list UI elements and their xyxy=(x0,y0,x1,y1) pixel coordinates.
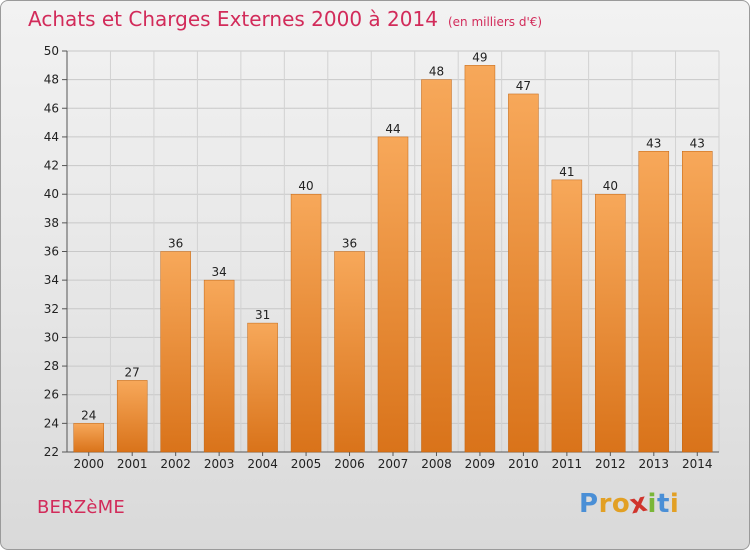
data-label-2010: 47 xyxy=(516,79,531,93)
data-label-2007: 44 xyxy=(385,122,400,136)
logo-letter: t xyxy=(656,489,670,519)
data-label-2012: 40 xyxy=(603,179,618,193)
y-tick-label: 48 xyxy=(44,73,59,87)
x-tick-label-2003: 2003 xyxy=(204,457,235,471)
data-label-2002: 36 xyxy=(168,237,183,251)
bar-2006 xyxy=(334,251,365,453)
x-tick-label-2011: 2011 xyxy=(552,457,583,471)
y-tick-label: 24 xyxy=(44,416,59,430)
bar-2014 xyxy=(682,151,713,453)
y-tick-label: 38 xyxy=(44,216,59,230)
y-tick-label: 26 xyxy=(44,388,59,402)
data-label-2001: 27 xyxy=(125,365,140,379)
data-label-2008: 48 xyxy=(429,65,444,79)
x-tick-label-2006: 2006 xyxy=(334,457,365,471)
commune-name: BERZèME xyxy=(37,497,125,518)
logo-letter: P xyxy=(579,489,599,519)
bar-layer xyxy=(73,65,713,453)
x-tick-label-2007: 2007 xyxy=(378,457,409,471)
bar-2008 xyxy=(421,79,452,453)
data-label-2003: 34 xyxy=(211,265,226,279)
y-tick-label: 30 xyxy=(44,330,59,344)
label-layer: 24 27 36 34 31 40 36 44 48 49 47 41 40 43 43 xyxy=(81,50,705,422)
x-tick-label-2010: 2010 xyxy=(508,457,539,471)
x-tick-label-2002: 2002 xyxy=(160,457,191,471)
logo-letter: r xyxy=(598,489,612,519)
x-tick-label-2004: 2004 xyxy=(247,457,278,471)
x-tick-label-2009: 2009 xyxy=(465,457,496,471)
x-tick-label-2000: 2000 xyxy=(73,457,104,471)
x-tick-label-2012: 2012 xyxy=(595,457,626,471)
x-tick-label-2013: 2013 xyxy=(639,457,670,471)
y-tick-label: 28 xyxy=(44,359,59,373)
x-tick-label-2001: 2001 xyxy=(117,457,148,471)
data-label-2000: 24 xyxy=(81,408,96,422)
chart-subtitle: (en milliers d'€) xyxy=(447,15,543,29)
bar-2011 xyxy=(551,179,583,453)
data-label-2013: 43 xyxy=(646,136,661,150)
data-label-2005: 40 xyxy=(298,179,313,193)
bar-2000 xyxy=(73,423,104,453)
bar-2004 xyxy=(247,322,278,453)
y-tick-label: 40 xyxy=(44,187,59,201)
logo-letter: i xyxy=(669,489,680,519)
chart-title: Achats et Charges Externes 2000 à 2014 xyxy=(28,7,438,31)
bar-2001 xyxy=(116,380,148,453)
data-label-2006: 36 xyxy=(342,237,357,251)
y-tick-label: 36 xyxy=(44,245,59,259)
data-label-2009: 49 xyxy=(472,50,487,64)
x-tick-label-2005: 2005 xyxy=(291,457,322,471)
logo-letter: i xyxy=(647,489,657,519)
proxiti-logo: Proxiti xyxy=(579,488,680,521)
bar-2003 xyxy=(203,279,235,453)
title-block: Achats et Charges Externes 2000 à 2014 (e… xyxy=(28,7,542,31)
y-tick-label: 32 xyxy=(44,302,59,316)
data-label-2004: 31 xyxy=(255,308,270,322)
y-tick-label: 46 xyxy=(44,101,59,115)
y-tick-label: 34 xyxy=(44,273,59,287)
y-tick-label: 44 xyxy=(44,130,59,144)
y-tick-label: 50 xyxy=(44,44,59,58)
bar-2013 xyxy=(638,151,670,453)
bar-2012 xyxy=(595,193,626,453)
x-tick-label-2008: 2008 xyxy=(421,457,452,471)
x-tick-label-2014: 2014 xyxy=(682,457,713,471)
bar-2007 xyxy=(377,136,409,453)
bar-2009 xyxy=(464,65,496,453)
bar-2010 xyxy=(508,93,539,453)
data-label-2011: 41 xyxy=(559,165,574,179)
y-tick-label: 22 xyxy=(44,445,59,459)
data-label-2014: 43 xyxy=(690,136,705,150)
bar-2002 xyxy=(160,251,191,453)
y-tick-label: 42 xyxy=(44,159,59,173)
logo-letter: o xyxy=(611,489,631,519)
bar-2005 xyxy=(290,193,322,453)
